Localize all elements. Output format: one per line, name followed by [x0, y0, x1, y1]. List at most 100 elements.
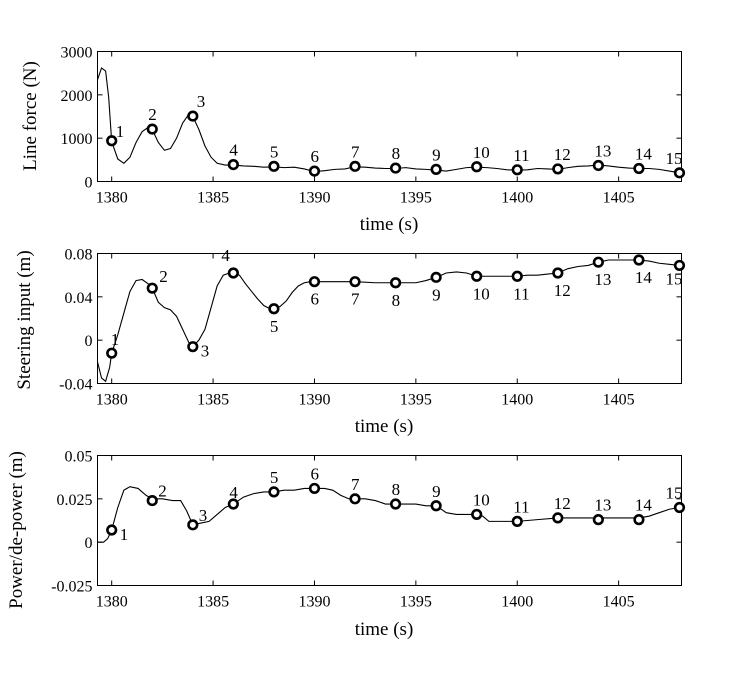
steering-input-marker-4 [227, 267, 239, 279]
line-force-marker-3 [187, 110, 199, 122]
power-depower-marker-5 [268, 486, 280, 498]
steering-input-marker-12 [552, 267, 564, 279]
line-force-marker-label-8: 8 [392, 144, 401, 163]
power-depower-marker-label-10: 10 [473, 490, 490, 509]
line-force-marker-8 [389, 162, 402, 174]
steering-input-y-ticks: -0.04 0 0.04 0.08 [59, 247, 682, 394]
line-force-marker-2 [146, 123, 158, 135]
steering-input-marker-11 [511, 270, 523, 282]
steering-input-marker-label-12: 12 [554, 281, 571, 300]
steering-input-x-tick-label: 1405 [603, 392, 635, 409]
line-force-marker-label-4: 4 [229, 141, 238, 160]
line-force-marker-label-5: 5 [270, 142, 279, 161]
line-force-x-ticks: 1380 1385 1390 1395 1400 1405 [96, 51, 635, 207]
power-depower-marker-8 [389, 498, 402, 510]
steering-input-marker-5 [268, 303, 280, 315]
steering-input-marker-label-4: 4 [221, 246, 230, 265]
steering-input-marker-label-9: 9 [432, 285, 441, 304]
power-depower-x-ticks: 1380 1385 1390 1395 1400 1405 [96, 455, 635, 611]
steering-input-marker-label-8: 8 [392, 291, 401, 310]
steering-input-marker-13 [592, 256, 604, 268]
power-depower-marker-label-14: 14 [635, 496, 653, 515]
power-depower-x-tick-label: 1390 [298, 594, 330, 611]
power-depower-marker-label-5: 5 [270, 468, 279, 487]
steering-input-marker-6 [308, 276, 321, 288]
steering-input-marker-label-14: 14 [635, 268, 653, 287]
steering-input-x-tick-label: 1395 [400, 392, 432, 409]
line-force-marker-6 [308, 165, 321, 177]
line-force-x-tick-label: 1390 [298, 190, 330, 207]
line-force-marker-label-15: 15 [665, 149, 682, 168]
power-depower-marker-1 [106, 524, 118, 536]
power-depower-marker-label-15: 15 [665, 484, 682, 503]
power-depower-marker-13 [592, 514, 604, 526]
steering-input-x-tick-label: 1390 [298, 392, 330, 409]
power-depower-marker-9 [430, 500, 442, 512]
line-force-marker-4 [227, 159, 239, 171]
steering-input-marker-label-7: 7 [351, 290, 360, 309]
steering-input-marker-label-13: 13 [594, 270, 611, 289]
steering-input-y-tick-label: 0.04 [65, 290, 93, 307]
line-force-marker-label-7: 7 [351, 142, 360, 161]
power-depower-y-label: Power/de-power (m) [6, 451, 27, 609]
line-force-curve [96, 67, 682, 174]
line-force-marker-label-13: 13 [594, 141, 611, 160]
steering-input-marker-label-6: 6 [310, 290, 319, 309]
power-depower-marker-2 [146, 494, 158, 507]
line-force-marker-label-2: 2 [148, 105, 157, 124]
steering-input-curve [96, 259, 682, 383]
line-force-y-tick-label: 3000 [61, 45, 93, 62]
line-force-marker-label-6: 6 [310, 147, 319, 166]
power-depower-marker-6 [308, 482, 321, 495]
line-force-marker-7 [349, 160, 361, 172]
steering-input-marker-8 [389, 277, 402, 289]
power-depower-marker-7 [349, 493, 361, 505]
steering-input-x-label: time (s) [355, 416, 414, 437]
power-depower-y-tick-label: -0.025 [51, 579, 92, 596]
line-force-plot-frame [97, 51, 682, 182]
power-depower-marker-3 [187, 519, 199, 531]
line-force-x-tick-label: 1385 [197, 190, 229, 207]
line-force-marker-15 [673, 167, 686, 179]
steering-input-marker-9 [430, 271, 442, 283]
line-force-marker-14 [633, 162, 645, 175]
power-depower-marker-label-7: 7 [351, 475, 360, 494]
power-depower-marker-label-4: 4 [229, 483, 238, 502]
line-force-y-tick-label: 2000 [61, 88, 93, 105]
power-depower-marker-12 [552, 512, 564, 524]
steering-input-marker-15 [673, 259, 686, 272]
steering-input-x-tick-label: 1400 [501, 392, 533, 409]
steering-input-marker-label-2: 2 [159, 267, 168, 286]
steering-input-marker-1 [106, 347, 118, 359]
power-depower-x-tick-label: 1380 [96, 594, 128, 611]
power-depower-marker-label-3: 3 [199, 506, 208, 525]
power-depower-marker-4 [227, 498, 239, 510]
steering-input-x-tick-label: 1380 [96, 392, 128, 409]
power-depower-x-label: time (s) [355, 619, 414, 640]
line-force-marker-label-1: 1 [116, 122, 125, 141]
line-force-y-tick-label: 1000 [61, 131, 93, 148]
line-force-marker-9 [430, 163, 442, 175]
power-depower-marker-label-13: 13 [594, 496, 611, 515]
power-depower-x-tick-label: 1395 [400, 594, 432, 611]
line-force-marker-10 [471, 161, 483, 173]
line-force-marker-5 [268, 160, 280, 172]
line-force-marker-label-10: 10 [473, 143, 490, 162]
power-depower-y-tick-label: 0.025 [57, 492, 93, 509]
power-depower-marker-15 [673, 501, 686, 514]
line-force-marker-label-11: 11 [513, 146, 529, 165]
line-force-x-tick-label: 1380 [96, 190, 128, 207]
steering-input-marker-10 [471, 270, 483, 282]
line-force-marker-12 [552, 163, 564, 175]
steering-input-marker-label-10: 10 [473, 284, 490, 303]
line-force-marker-11 [511, 164, 523, 176]
line-force-y-ticks: 0 1000 2000 3000 [61, 45, 682, 192]
power-depower-x-tick-label: 1385 [197, 594, 229, 611]
line-force-marker-label-14: 14 [635, 145, 653, 164]
line-force-y-tick-label: 0 [85, 175, 93, 192]
power-depower-x-tick-label: 1400 [501, 594, 533, 611]
